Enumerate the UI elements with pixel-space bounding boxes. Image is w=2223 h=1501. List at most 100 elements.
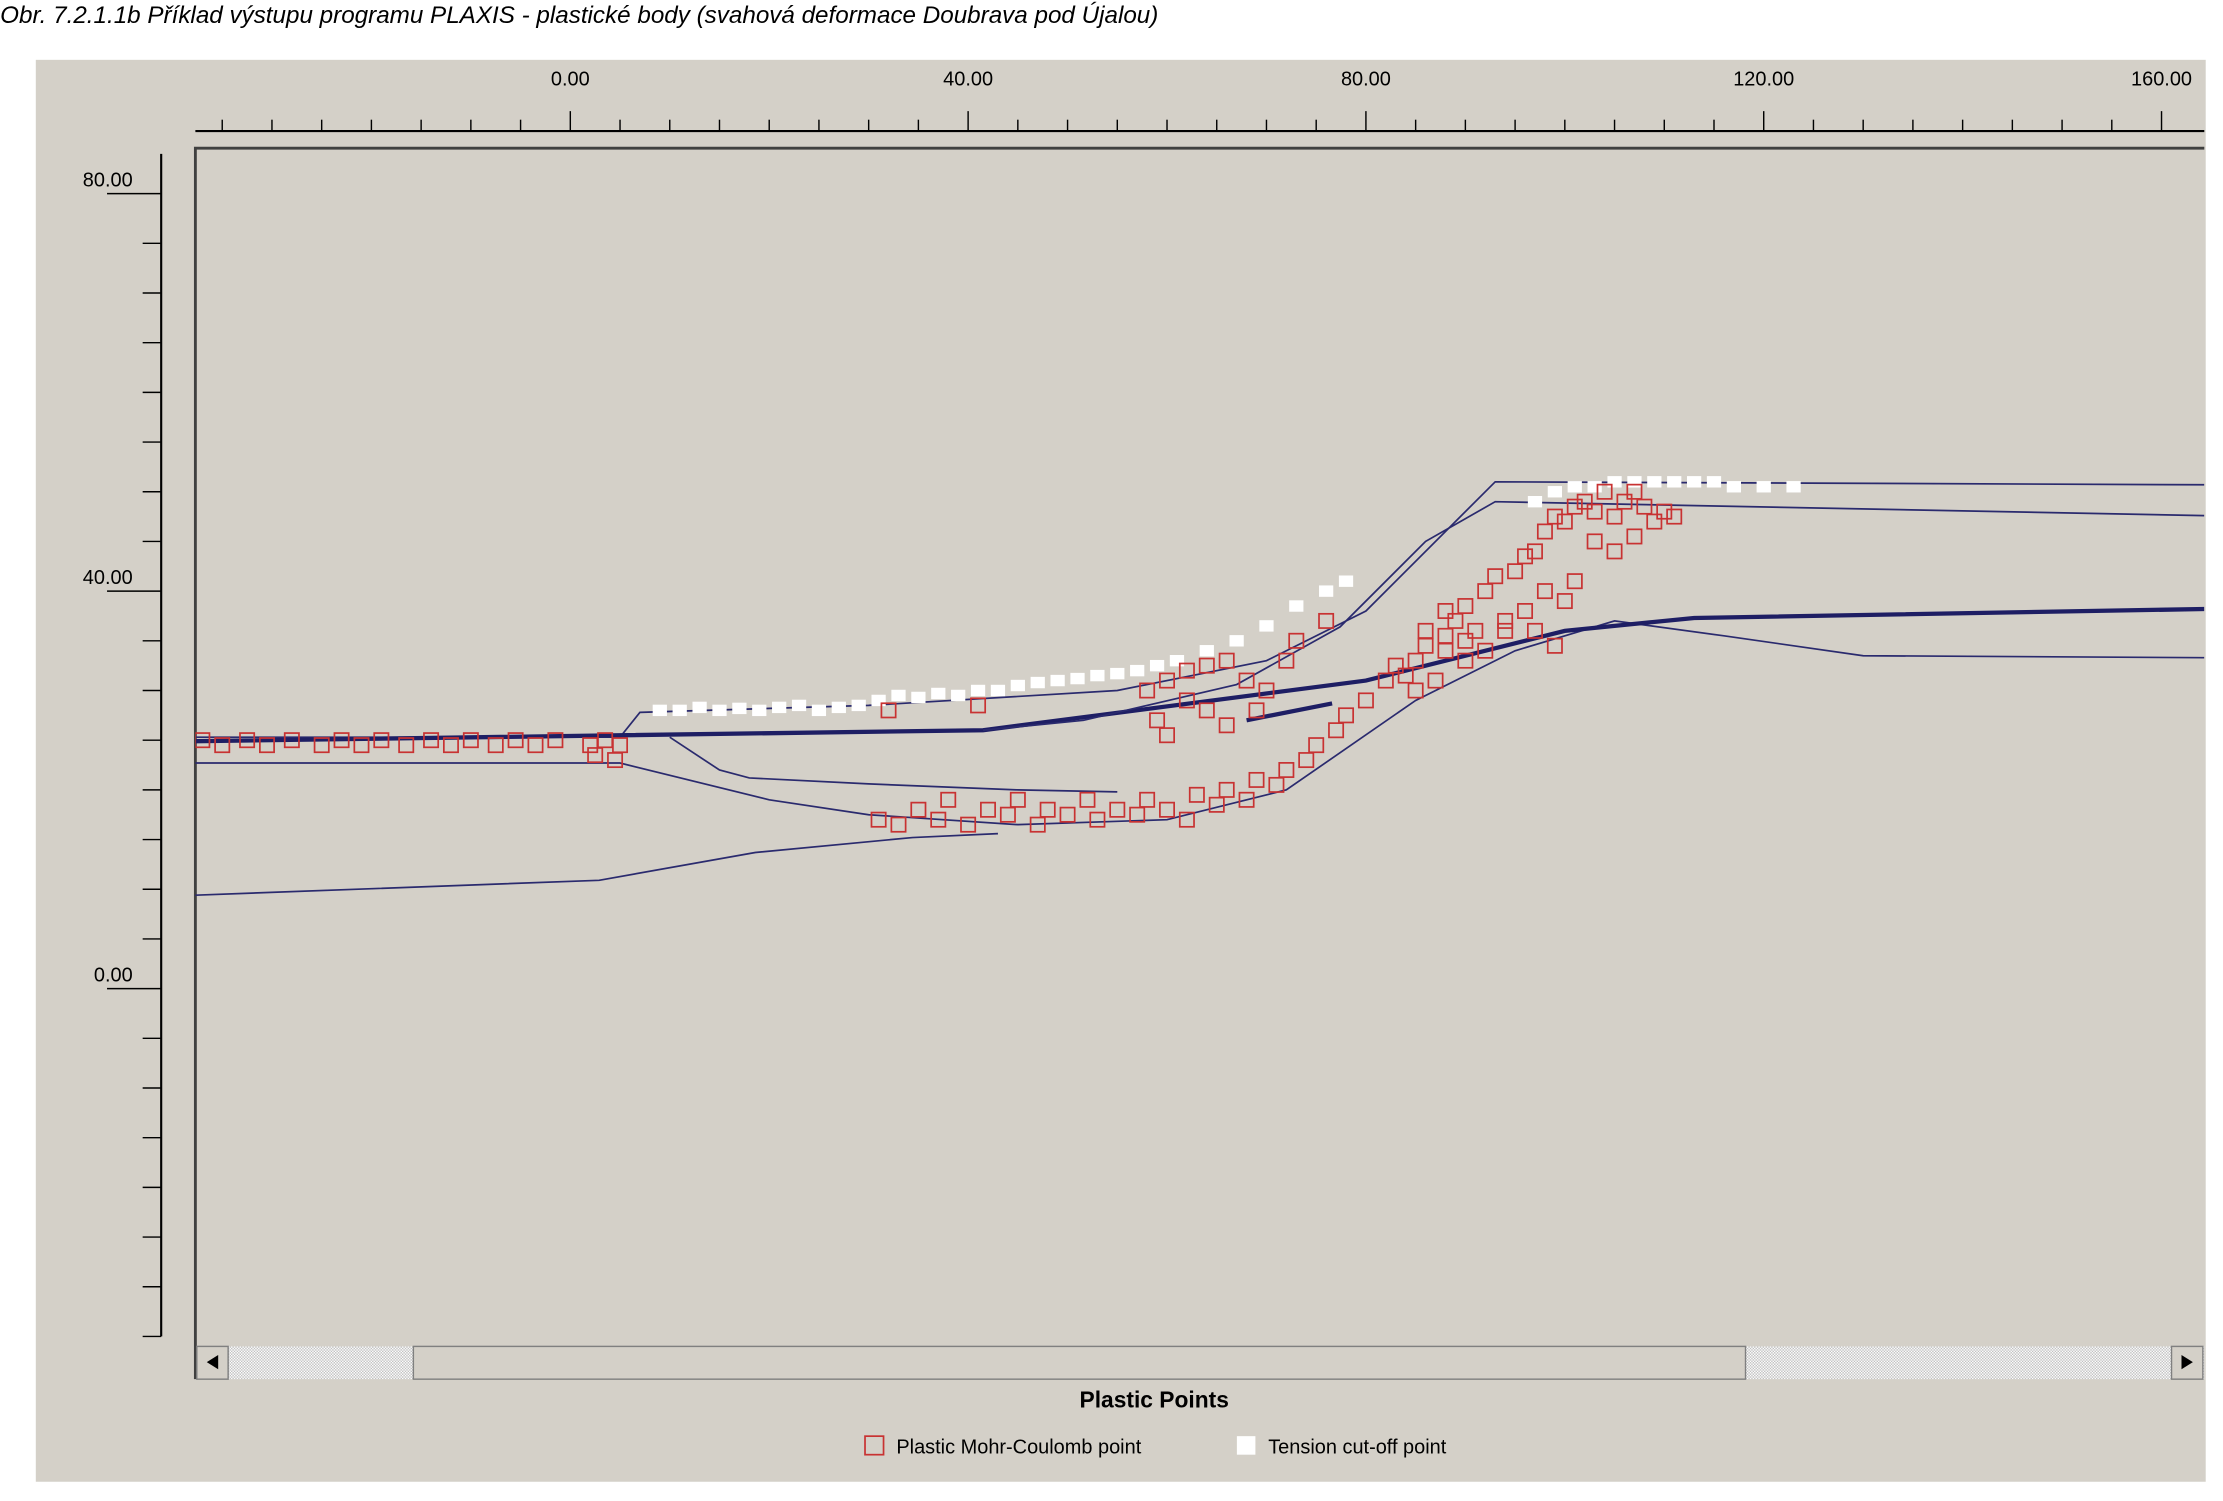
mc-point — [1527, 622, 1543, 639]
mc-point — [1009, 791, 1026, 808]
mc-point — [1178, 662, 1195, 679]
tension-point — [1756, 481, 1771, 493]
layer-line — [982, 500, 2205, 732]
tension-point — [772, 701, 787, 714]
tension-point — [1706, 476, 1722, 488]
tension-point — [951, 689, 966, 702]
mc-point — [1218, 781, 1235, 798]
mc-point — [1258, 682, 1275, 699]
mc-point — [1527, 543, 1543, 560]
mc-point — [1417, 622, 1434, 639]
mc-point — [1536, 583, 1553, 600]
mc-point — [1198, 702, 1215, 719]
mc-point — [970, 697, 987, 714]
legend-label: Tension cut-off point — [1268, 1436, 1447, 1458]
tension-point — [1726, 481, 1742, 493]
mc-point — [214, 737, 231, 754]
mc-point — [1586, 533, 1603, 550]
mc-point — [1407, 682, 1424, 699]
mc-point — [333, 732, 350, 749]
tension-point — [891, 689, 906, 702]
mc-point — [880, 702, 897, 719]
mc-point — [1377, 672, 1394, 689]
tension-point — [871, 694, 886, 707]
y-tick-label: 80.00 — [83, 170, 133, 192]
mc-point — [1288, 632, 1305, 649]
plot-area — [195, 476, 2205, 897]
tension-point — [1667, 476, 1682, 488]
layer-line — [195, 832, 998, 897]
arrow-right — [2181, 1354, 2193, 1370]
tension-point — [1647, 476, 1662, 488]
mc-point — [259, 737, 275, 754]
mc-point — [1139, 791, 1156, 808]
tension-point — [652, 704, 667, 717]
mc-point — [1497, 612, 1514, 629]
mc-point — [1387, 657, 1404, 674]
mc-point — [283, 732, 300, 749]
mc-point — [1159, 727, 1175, 744]
mc-point — [239, 732, 256, 749]
tension-point — [1786, 481, 1801, 493]
scrollbar[interactable] — [196, 1345, 2205, 1380]
tension-point — [1338, 575, 1354, 587]
mc-point — [1059, 806, 1076, 823]
layer-line — [195, 606, 2205, 744]
mc-point — [1328, 722, 1345, 739]
tension-point — [1587, 481, 1602, 493]
mc-point — [940, 791, 957, 808]
mc-point — [1338, 707, 1355, 724]
mc-point — [1487, 568, 1504, 585]
x-tick-label: 160.00 — [2131, 68, 2192, 90]
legend-swatch — [1236, 1436, 1256, 1455]
tension-point — [712, 704, 727, 717]
mc-point — [1208, 796, 1225, 813]
mc-point — [1507, 563, 1524, 580]
y-tick-label: 40.00 — [83, 567, 133, 589]
layer-line — [195, 620, 2205, 826]
layer-line — [195, 480, 2205, 739]
mc-point — [999, 806, 1016, 823]
tension-point — [1130, 664, 1145, 677]
mc-point — [1218, 717, 1235, 734]
arrow-left — [206, 1354, 219, 1370]
mc-point — [1556, 593, 1573, 610]
tension-point — [1567, 481, 1582, 493]
y-tick-label: 0.00 — [94, 964, 133, 986]
mc-point — [1188, 786, 1205, 803]
tension-point — [752, 704, 767, 717]
mc-point — [1536, 523, 1553, 540]
tension-point — [1149, 659, 1165, 672]
panel — [35, 59, 2206, 1482]
legend-label: Plastic Mohr-Coulomb point — [896, 1436, 1141, 1458]
tension-point — [732, 702, 747, 715]
mc-point — [1248, 771, 1265, 788]
tension-point — [831, 701, 846, 714]
mc-point — [1457, 652, 1474, 669]
mc-point — [487, 737, 504, 754]
tension-point — [1319, 585, 1334, 597]
mc-point — [587, 747, 604, 764]
mc-point — [398, 737, 415, 754]
legend-swatch — [864, 1435, 885, 1456]
layer-line — [669, 736, 1118, 793]
tension-point — [1199, 645, 1214, 657]
scroll-thumb[interactable] — [412, 1345, 1747, 1380]
mc-point — [1129, 806, 1146, 823]
x-tick-label: 120.00 — [1733, 68, 1794, 90]
mc-point — [1576, 493, 1593, 510]
mc-point — [1427, 672, 1444, 689]
mc-point — [1497, 622, 1514, 639]
tension-point — [1110, 667, 1125, 680]
mc-point — [1238, 672, 1255, 689]
mc-point — [1596, 483, 1613, 500]
x-tick-label: 40.00 — [943, 68, 993, 90]
mc-point — [1646, 513, 1663, 530]
mc-point — [1218, 652, 1235, 669]
mc-point — [607, 752, 624, 769]
mc-point — [373, 732, 390, 749]
mc-point — [1079, 791, 1096, 808]
mc-point — [870, 811, 887, 828]
tension-point — [692, 701, 707, 714]
tension-point — [1229, 635, 1244, 647]
